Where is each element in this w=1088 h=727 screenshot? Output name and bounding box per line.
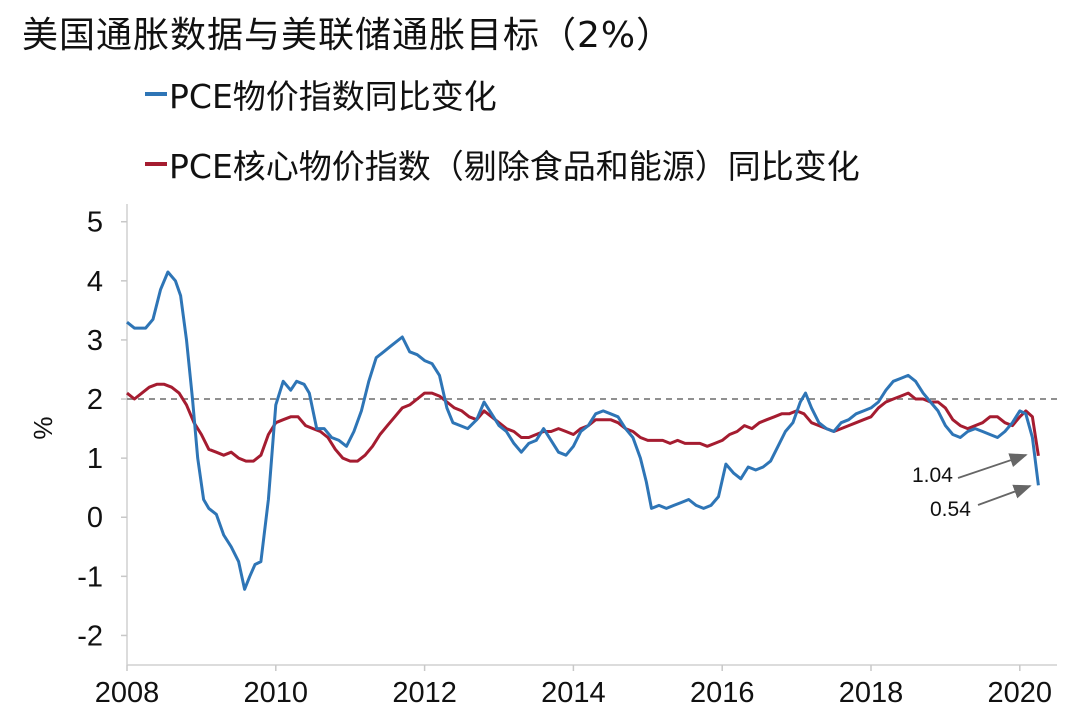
- legend-swatch-pce: [145, 92, 167, 96]
- legend-item-pce: PCE物价指数同比变化: [145, 70, 497, 118]
- x-tick-label: 2016: [690, 677, 755, 709]
- y-tick-label: 3: [87, 325, 103, 357]
- legend-item-core-pce: PCE核心物价指数（剔除食品和能源）同比变化: [145, 140, 860, 188]
- data-label: 0.54: [930, 498, 971, 521]
- y-tick-label: 2: [87, 384, 103, 416]
- x-tick-label: 2012: [392, 677, 457, 709]
- x-tick-label: 2014: [541, 677, 606, 709]
- legend-label-core-pce: PCE核心物价指数（剔除食品和能源）同比变化: [169, 147, 860, 186]
- x-tick-label: 2010: [244, 677, 309, 709]
- y-tick-label: 4: [87, 266, 103, 298]
- y-tick-label: -2: [77, 620, 103, 652]
- series-line-pce: [126, 270, 1040, 591]
- series-line-core-pce: [126, 382, 1040, 463]
- x-tick-label: 2020: [988, 677, 1053, 709]
- y-tick-label: 5: [87, 207, 103, 239]
- chart-title: 美国通胀数据与美联储通胀目标（2%）: [22, 15, 674, 56]
- y-tick-label: 1: [87, 443, 103, 475]
- legend-swatch-core-pce: [145, 162, 167, 166]
- x-tick-label: 2018: [839, 677, 904, 709]
- y-axis-label: %: [28, 416, 58, 439]
- y-tick-label: 0: [87, 502, 103, 534]
- data-label: 1.04: [912, 464, 953, 487]
- legend-label-pce: PCE物价指数同比变化: [169, 77, 497, 116]
- y-tick-label: -1: [77, 561, 103, 593]
- annotation-arrow: [977, 484, 1032, 506]
- annotation-arrow: [957, 453, 1028, 479]
- x-tick-label: 2008: [95, 677, 160, 709]
